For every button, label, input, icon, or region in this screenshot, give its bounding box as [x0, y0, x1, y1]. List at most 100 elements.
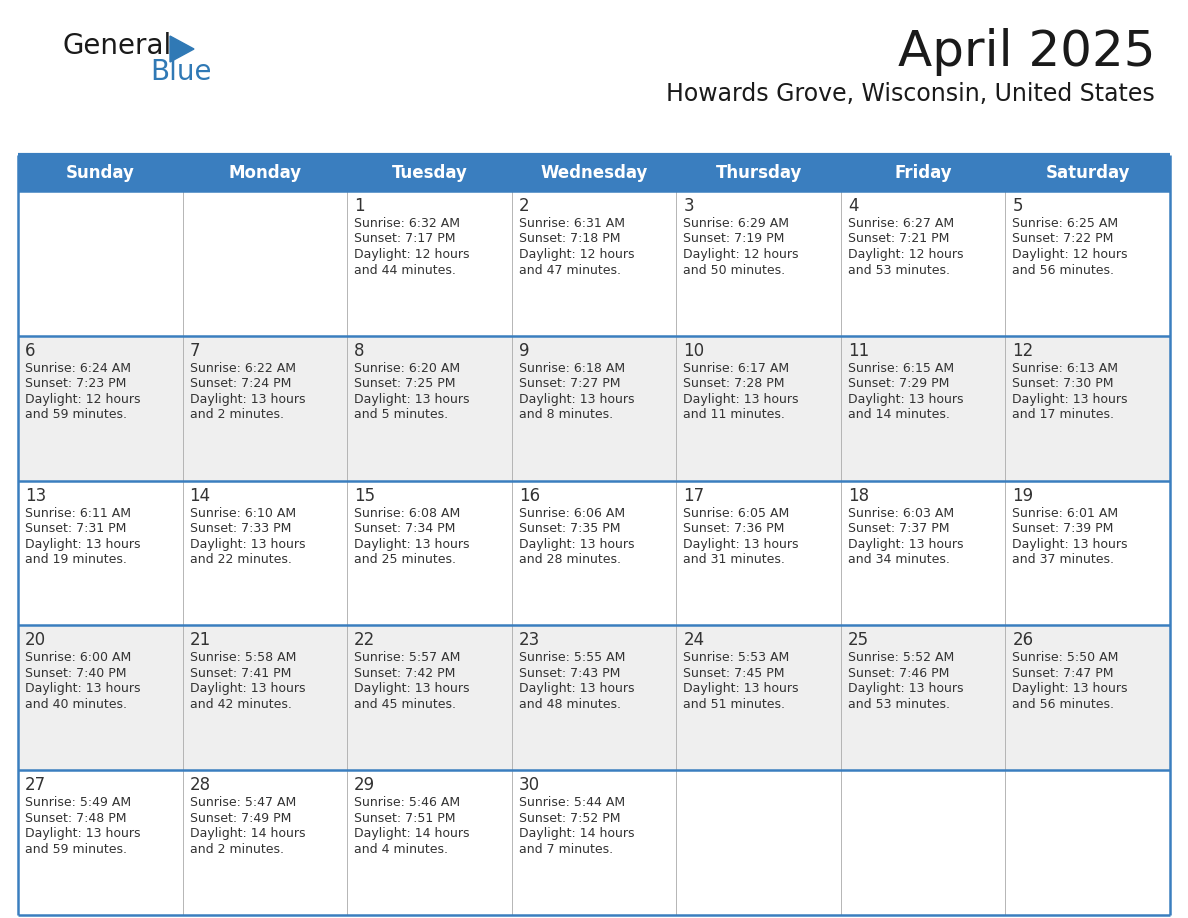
Text: and 44 minutes.: and 44 minutes. [354, 263, 456, 276]
Text: Sunrise: 5:47 AM: Sunrise: 5:47 AM [190, 796, 296, 809]
Polygon shape [170, 36, 194, 62]
Text: and 34 minutes.: and 34 minutes. [848, 554, 949, 566]
Text: Blue: Blue [150, 58, 211, 86]
Text: Sunset: 7:31 PM: Sunset: 7:31 PM [25, 522, 126, 535]
Text: Sunrise: 6:27 AM: Sunrise: 6:27 AM [848, 217, 954, 230]
Text: and 5 minutes.: and 5 minutes. [354, 409, 448, 421]
Text: 30: 30 [519, 777, 539, 794]
Text: Sunset: 7:36 PM: Sunset: 7:36 PM [683, 522, 784, 535]
Text: Daylight: 13 hours: Daylight: 13 hours [848, 682, 963, 696]
Text: Sunrise: 6:24 AM: Sunrise: 6:24 AM [25, 362, 131, 375]
Text: 29: 29 [354, 777, 375, 794]
Bar [18, 336, 1170, 481]
Text: Sunset: 7:42 PM: Sunset: 7:42 PM [354, 666, 455, 680]
Text: Sunset: 7:22 PM: Sunset: 7:22 PM [1012, 232, 1114, 245]
Text: 2: 2 [519, 197, 530, 215]
Text: Howards Grove, Wisconsin, United States: Howards Grove, Wisconsin, United States [666, 82, 1155, 106]
Text: Sunset: 7:29 PM: Sunset: 7:29 PM [848, 377, 949, 390]
Text: Sunrise: 6:01 AM: Sunrise: 6:01 AM [1012, 507, 1119, 520]
Text: 15: 15 [354, 487, 375, 505]
Text: and 8 minutes.: and 8 minutes. [519, 409, 613, 421]
Text: Daylight: 13 hours: Daylight: 13 hours [683, 393, 798, 406]
Text: 26: 26 [1012, 632, 1034, 649]
Text: 6: 6 [25, 341, 36, 360]
Text: 3: 3 [683, 197, 694, 215]
Text: Sunrise: 6:17 AM: Sunrise: 6:17 AM [683, 362, 789, 375]
Text: Daylight: 13 hours: Daylight: 13 hours [1012, 393, 1127, 406]
Text: and 37 minutes.: and 37 minutes. [1012, 554, 1114, 566]
Text: Sunset: 7:27 PM: Sunset: 7:27 PM [519, 377, 620, 390]
Bar [18, 191, 1170, 336]
Text: Daylight: 13 hours: Daylight: 13 hours [25, 827, 140, 840]
Text: Sunset: 7:51 PM: Sunset: 7:51 PM [354, 812, 456, 824]
Text: 21: 21 [190, 632, 210, 649]
Text: 16: 16 [519, 487, 539, 505]
Text: Sunrise: 6:20 AM: Sunrise: 6:20 AM [354, 362, 460, 375]
Text: 5: 5 [1012, 197, 1023, 215]
Text: Sunrise: 6:05 AM: Sunrise: 6:05 AM [683, 507, 790, 520]
Text: Sunrise: 6:00 AM: Sunrise: 6:00 AM [25, 652, 131, 665]
Text: Sunset: 7:47 PM: Sunset: 7:47 PM [1012, 666, 1114, 680]
Text: and 31 minutes.: and 31 minutes. [683, 554, 785, 566]
Text: Sunset: 7:35 PM: Sunset: 7:35 PM [519, 522, 620, 535]
Text: and 17 minutes.: and 17 minutes. [1012, 409, 1114, 421]
Text: 22: 22 [354, 632, 375, 649]
Text: Sunrise: 6:31 AM: Sunrise: 6:31 AM [519, 217, 625, 230]
Text: Daylight: 12 hours: Daylight: 12 hours [848, 248, 963, 261]
Text: 14: 14 [190, 487, 210, 505]
Text: Sunrise: 5:55 AM: Sunrise: 5:55 AM [519, 652, 625, 665]
Text: Daylight: 13 hours: Daylight: 13 hours [354, 538, 469, 551]
Text: Daylight: 13 hours: Daylight: 13 hours [519, 682, 634, 696]
Text: Sunset: 7:43 PM: Sunset: 7:43 PM [519, 666, 620, 680]
Text: Sunset: 7:52 PM: Sunset: 7:52 PM [519, 812, 620, 824]
Text: Sunrise: 6:06 AM: Sunrise: 6:06 AM [519, 507, 625, 520]
Text: Sunrise: 5:46 AM: Sunrise: 5:46 AM [354, 796, 460, 809]
Text: Daylight: 13 hours: Daylight: 13 hours [25, 682, 140, 696]
Text: and 14 minutes.: and 14 minutes. [848, 409, 949, 421]
Bar [18, 155, 1170, 191]
Text: 1: 1 [354, 197, 365, 215]
Text: 27: 27 [25, 777, 46, 794]
Text: 13: 13 [25, 487, 46, 505]
Text: Sunset: 7:30 PM: Sunset: 7:30 PM [1012, 377, 1114, 390]
Text: Daylight: 13 hours: Daylight: 13 hours [848, 393, 963, 406]
Text: Sunrise: 5:44 AM: Sunrise: 5:44 AM [519, 796, 625, 809]
Bar [18, 770, 1170, 915]
Text: and 7 minutes.: and 7 minutes. [519, 843, 613, 856]
Text: Sunrise: 6:32 AM: Sunrise: 6:32 AM [354, 217, 460, 230]
Text: Thursday: Thursday [715, 164, 802, 182]
Text: and 51 minutes.: and 51 minutes. [683, 698, 785, 711]
Text: Sunset: 7:37 PM: Sunset: 7:37 PM [848, 522, 949, 535]
Text: Daylight: 13 hours: Daylight: 13 hours [1012, 538, 1127, 551]
Text: and 59 minutes.: and 59 minutes. [25, 843, 127, 856]
Text: Friday: Friday [895, 164, 952, 182]
Text: Daylight: 14 hours: Daylight: 14 hours [354, 827, 469, 840]
Text: Daylight: 13 hours: Daylight: 13 hours [848, 538, 963, 551]
Text: 9: 9 [519, 341, 529, 360]
Text: 19: 19 [1012, 487, 1034, 505]
Text: and 2 minutes.: and 2 minutes. [190, 843, 284, 856]
Text: Sunset: 7:23 PM: Sunset: 7:23 PM [25, 377, 126, 390]
Text: Daylight: 13 hours: Daylight: 13 hours [354, 682, 469, 696]
Text: Sunrise: 6:03 AM: Sunrise: 6:03 AM [848, 507, 954, 520]
Text: Sunset: 7:17 PM: Sunset: 7:17 PM [354, 232, 456, 245]
Text: Daylight: 13 hours: Daylight: 13 hours [354, 393, 469, 406]
Text: 17: 17 [683, 487, 704, 505]
Text: Sunset: 7:19 PM: Sunset: 7:19 PM [683, 232, 784, 245]
Text: Sunset: 7:46 PM: Sunset: 7:46 PM [848, 666, 949, 680]
Text: Sunrise: 5:50 AM: Sunrise: 5:50 AM [1012, 652, 1119, 665]
Text: Saturday: Saturday [1045, 164, 1130, 182]
Text: Daylight: 13 hours: Daylight: 13 hours [683, 538, 798, 551]
Text: 8: 8 [354, 341, 365, 360]
Text: Sunset: 7:25 PM: Sunset: 7:25 PM [354, 377, 456, 390]
Text: Sunset: 7:34 PM: Sunset: 7:34 PM [354, 522, 455, 535]
Text: Sunrise: 5:49 AM: Sunrise: 5:49 AM [25, 796, 131, 809]
Text: 23: 23 [519, 632, 541, 649]
Text: and 45 minutes.: and 45 minutes. [354, 698, 456, 711]
Text: Daylight: 12 hours: Daylight: 12 hours [25, 393, 140, 406]
Text: Daylight: 13 hours: Daylight: 13 hours [190, 538, 305, 551]
Text: Daylight: 14 hours: Daylight: 14 hours [519, 827, 634, 840]
Text: Sunset: 7:41 PM: Sunset: 7:41 PM [190, 666, 291, 680]
Text: Sunset: 7:45 PM: Sunset: 7:45 PM [683, 666, 785, 680]
Text: Sunrise: 6:15 AM: Sunrise: 6:15 AM [848, 362, 954, 375]
